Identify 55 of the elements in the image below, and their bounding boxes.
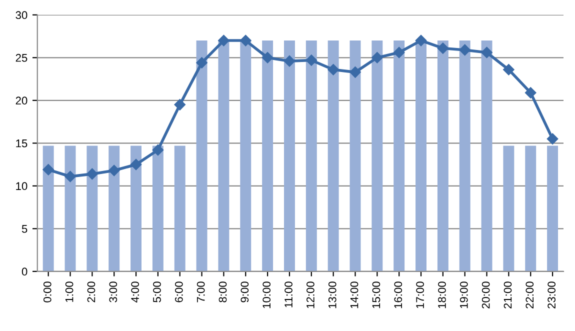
point xyxy=(437,42,449,54)
x-tick-label: 15:00 xyxy=(372,282,380,308)
point xyxy=(64,170,76,182)
y-tick-label: 10 xyxy=(16,182,28,190)
point xyxy=(108,164,120,176)
x-tick-label: 1:00 xyxy=(65,282,74,302)
x-tick-label: 16:00 xyxy=(394,282,402,308)
x-tick-label: 23:00 xyxy=(548,282,556,308)
x-tick-label: 21:00 xyxy=(504,282,512,308)
point xyxy=(350,66,361,78)
x-tick-label: 22:00 xyxy=(526,282,534,308)
point xyxy=(481,46,492,58)
x-tick-label: 20:00 xyxy=(482,282,490,308)
x-tick-label: 4:00 xyxy=(131,282,140,303)
point xyxy=(372,52,383,64)
point xyxy=(546,133,558,144)
point xyxy=(503,64,514,76)
x-tick-label: 18:00 xyxy=(438,282,446,308)
x-tick-label: 0:00 xyxy=(43,282,52,302)
x-tick-label: 6:00 xyxy=(174,282,183,302)
x-tick-label: 7:00 xyxy=(196,282,205,302)
point xyxy=(196,57,208,68)
point xyxy=(152,144,164,156)
y-tick-label: 5 xyxy=(22,225,28,233)
point xyxy=(218,34,230,46)
x-tick-label: 17:00 xyxy=(416,282,424,308)
x-tick-label: 9:00 xyxy=(240,282,249,302)
x-tick-label: 8:00 xyxy=(218,282,227,302)
point xyxy=(262,52,274,64)
point xyxy=(328,64,339,76)
point xyxy=(86,168,98,180)
point xyxy=(393,46,405,58)
x-tick-label: 12:00 xyxy=(306,282,314,308)
point xyxy=(459,44,470,56)
x-tick-label: 13:00 xyxy=(328,282,336,308)
y-tick-label: 25 xyxy=(16,54,28,62)
x-tick-label: 2:00 xyxy=(87,282,96,302)
point xyxy=(284,55,296,67)
point xyxy=(240,34,252,46)
x-tick-label: 3:00 xyxy=(109,282,118,302)
x-tick-label: 19:00 xyxy=(460,282,468,308)
y-tick-label: 0 xyxy=(22,268,28,276)
point xyxy=(525,87,536,98)
x-tick-label: 14:00 xyxy=(350,282,358,308)
x-tick-label: 5:00 xyxy=(153,282,161,302)
point xyxy=(306,54,318,66)
point xyxy=(174,99,186,110)
point xyxy=(42,164,54,176)
point xyxy=(415,34,427,46)
y-tick-label: 30 xyxy=(16,11,28,20)
y-tick-label: 20 xyxy=(16,96,28,105)
y-tick-label: 15 xyxy=(16,140,28,148)
x-tick-label: 10:00 xyxy=(262,282,271,308)
x-tick-label: 11:00 xyxy=(284,282,292,308)
point xyxy=(130,158,142,170)
